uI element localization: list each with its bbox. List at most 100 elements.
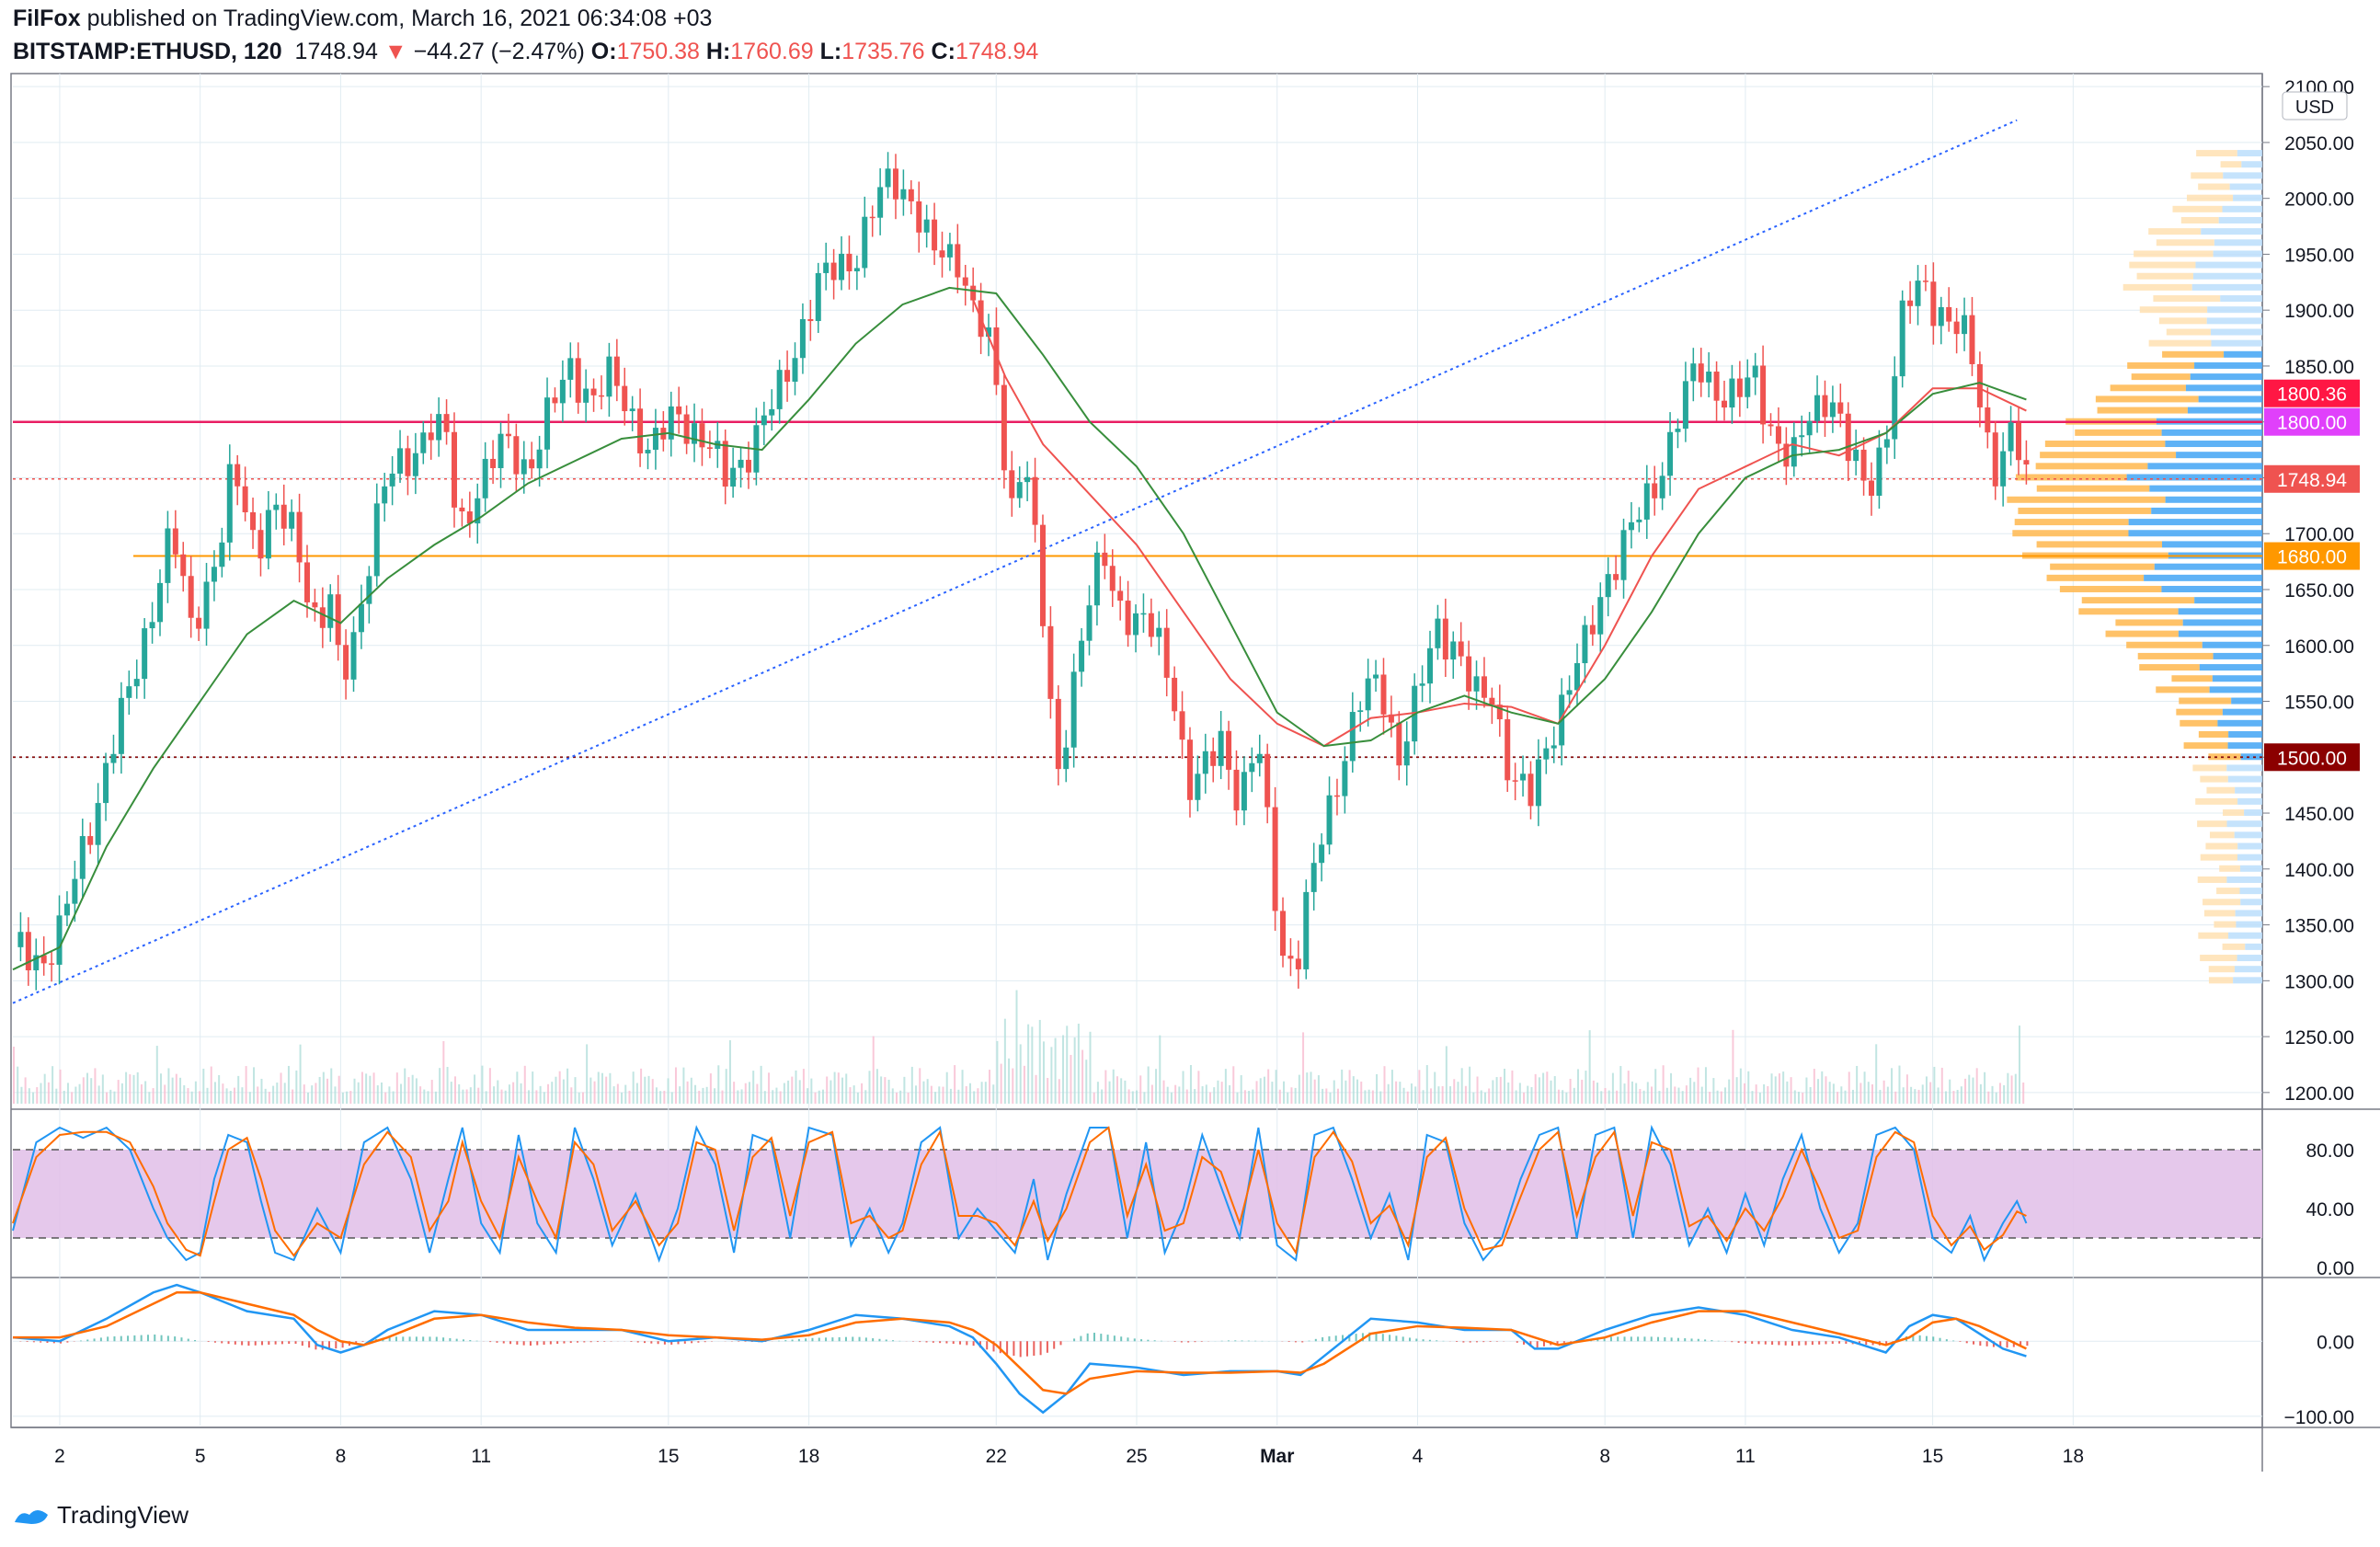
macd-histogram-bar	[32, 1341, 35, 1343]
candle-down	[529, 441, 535, 479]
candle-down	[1442, 598, 1448, 678]
y-tick-label: 1650.00	[2284, 580, 2354, 602]
volume-profile-bar-sell	[2183, 742, 2228, 750]
candle-body	[1427, 647, 1434, 684]
volume-bar	[439, 1068, 441, 1104]
volume-bar	[71, 1092, 74, 1104]
candle-body	[350, 632, 357, 680]
macd-histogram-bar	[187, 1338, 189, 1342]
volume-profile-bar-sell	[2172, 205, 2223, 212]
volume-bar	[705, 1086, 708, 1104]
volume-bar	[1201, 1086, 1204, 1104]
macd-histogram-bar	[140, 1335, 143, 1342]
macd-histogram-bar	[113, 1336, 116, 1342]
volume-bar	[875, 1069, 878, 1104]
macd-histogram-bar	[469, 1340, 472, 1342]
macd-histogram-bar	[1227, 1340, 1230, 1342]
candle-down	[1837, 384, 1844, 428]
candle-up	[1729, 364, 1735, 424]
volume-bar	[218, 1074, 221, 1104]
volume-bar	[144, 1081, 147, 1104]
candle-up	[877, 167, 884, 235]
volume-bar	[1287, 1092, 1289, 1104]
candle-body	[1574, 663, 1581, 691]
volume-profile-bar-sell	[2127, 361, 2195, 369]
volume-profile-bar-sell	[2158, 317, 2207, 325]
candle-body	[1976, 363, 1983, 407]
volume-bar	[2022, 1082, 2025, 1104]
volume-bar	[1844, 1090, 1847, 1104]
volume-bar	[915, 1085, 918, 1104]
volume-bar	[94, 1068, 97, 1104]
volume-bar	[222, 1083, 224, 1104]
volume-bar	[268, 1092, 270, 1104]
volume-bar	[1217, 1080, 1219, 1104]
macd-histogram-bar	[529, 1341, 532, 1346]
volume-bar	[330, 1068, 333, 1104]
candle-body	[676, 406, 682, 415]
volume-bar	[1229, 1084, 1231, 1104]
volume-bar	[1832, 1083, 1835, 1104]
macd-histogram-bar	[154, 1334, 156, 1342]
macd-histogram-bar	[355, 1341, 358, 1345]
candle-down	[1760, 345, 1767, 444]
macd-histogram-bar	[864, 1337, 867, 1342]
volume-profile-bar-sell	[2078, 608, 2179, 615]
candle-body	[1342, 761, 1348, 796]
volume-bar	[1236, 1092, 1239, 1104]
macd-histogram-bar	[1529, 1341, 1532, 1347]
volume-bar	[1178, 1086, 1181, 1104]
author-name[interactable]: FilFox	[13, 6, 81, 31]
macd-histogram-bar	[1939, 1337, 1941, 1342]
candle-body	[172, 528, 178, 555]
volume-bar	[965, 1085, 967, 1104]
volume-bar	[346, 1091, 349, 1104]
candle-down	[892, 154, 898, 220]
candle-down	[962, 264, 968, 306]
candle-down	[490, 440, 497, 485]
volume-bar	[659, 1091, 662, 1104]
candle-body	[188, 576, 194, 618]
candle-up	[1876, 430, 1882, 510]
candle-body	[49, 963, 55, 965]
candle-body	[932, 219, 938, 251]
volume-bar	[1302, 1032, 1305, 1104]
macd-histogram-bar	[999, 1341, 1001, 1354]
volume-profile-bar-buy	[2237, 150, 2262, 157]
volume-profile-bar-sell	[2044, 441, 2166, 448]
candle-body	[575, 358, 581, 403]
macd-histogram-bar	[1731, 1341, 1734, 1343]
candle-body	[72, 878, 78, 904]
volume-bar	[1101, 1089, 1104, 1104]
volume-profile-bar-buy	[2239, 888, 2262, 895]
volume-profile-bar-buy	[2195, 261, 2262, 269]
candle-body	[1946, 306, 1952, 322]
volume-bar	[717, 1065, 720, 1104]
macd-histogram-bar	[636, 1341, 639, 1343]
brand-name[interactable]: TradingView	[57, 1501, 189, 1529]
macd-histogram-bar	[213, 1341, 216, 1343]
volume-profile-bar-buy	[2209, 686, 2262, 693]
x-tick-label: 15	[1922, 1446, 1943, 1467]
candle-up	[862, 196, 868, 278]
candle-body	[1001, 384, 1007, 471]
volume-bar	[372, 1072, 375, 1104]
volume-bar	[702, 1087, 704, 1104]
volume-bar	[462, 1089, 464, 1104]
candle-body	[1675, 429, 1681, 432]
volume-bar	[663, 1090, 666, 1104]
volume-bar	[497, 1080, 499, 1104]
macd-histogram-bar	[194, 1339, 197, 1342]
candle-down	[1822, 380, 1828, 438]
volume-bar	[1341, 1069, 1344, 1104]
candle-up	[1853, 430, 1859, 476]
volume-bar	[1402, 1087, 1405, 1104]
candle-body	[1326, 795, 1333, 845]
candles	[17, 152, 2030, 991]
candle-up	[1543, 737, 1550, 774]
volume-bar	[1902, 1087, 1905, 1104]
candle-body	[1722, 400, 1728, 408]
volume-bar	[1093, 1092, 1095, 1104]
candle-down	[513, 423, 520, 492]
